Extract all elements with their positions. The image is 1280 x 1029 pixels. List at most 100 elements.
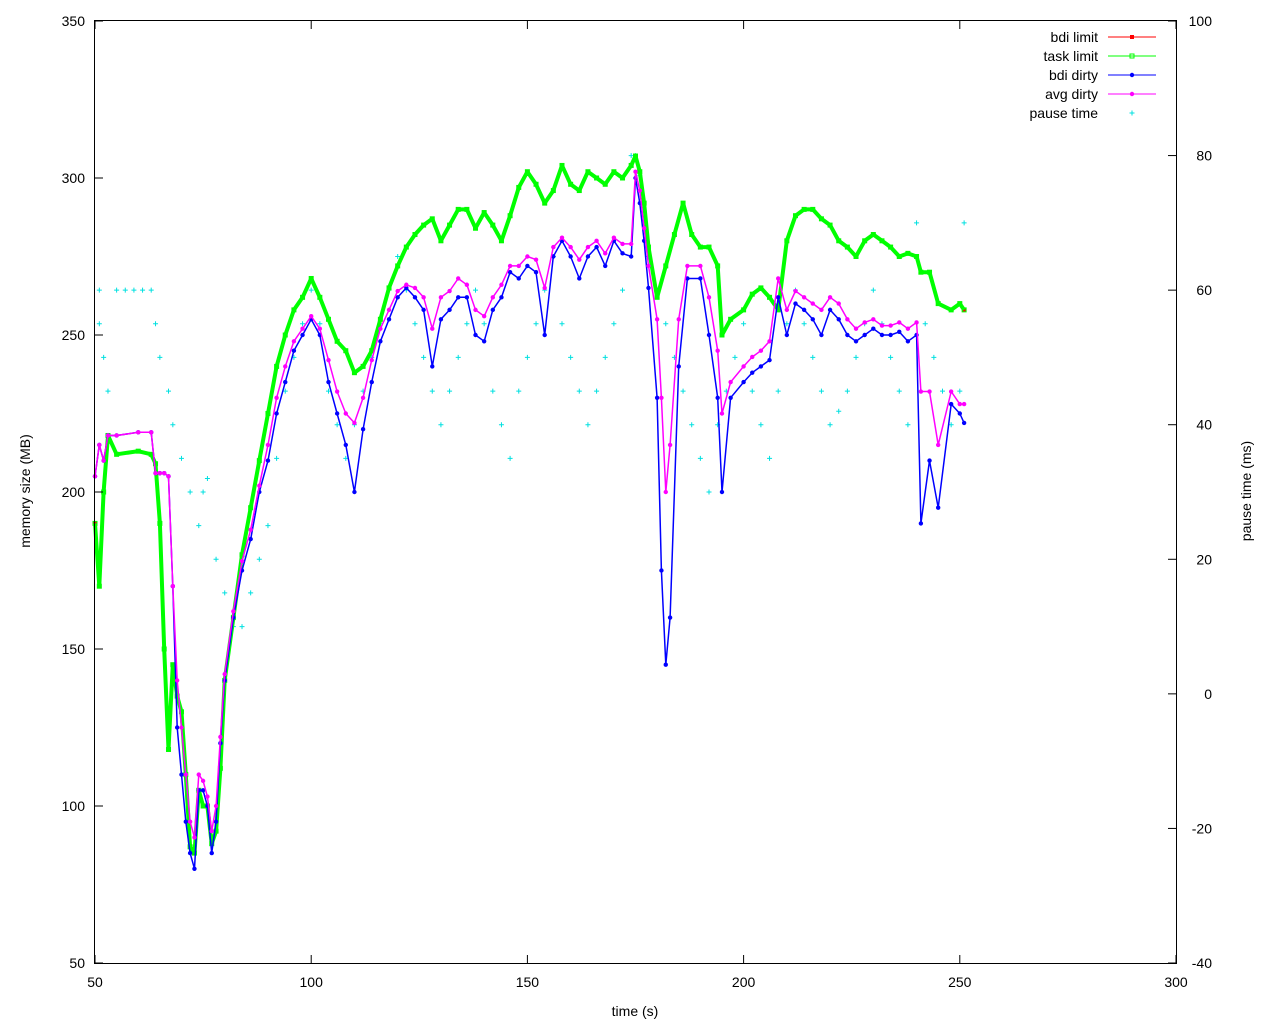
data-point-bdi-dirty xyxy=(438,317,444,322)
data-point-task-limit xyxy=(818,216,824,222)
data-point-pause-time xyxy=(559,321,565,327)
data-point-pause-time xyxy=(585,422,591,428)
data-point-avg-dirty xyxy=(499,282,504,287)
data-point-bdi-dirty xyxy=(404,285,409,291)
data-point-avg-dirty xyxy=(291,339,297,344)
data-point-task-limit xyxy=(628,162,634,168)
data-point-pause-time xyxy=(680,388,686,394)
plot-frame xyxy=(94,20,1177,964)
data-point-avg-dirty xyxy=(594,238,599,243)
data-point-avg-dirty xyxy=(213,803,219,809)
data-point-avg-dirty xyxy=(741,364,746,369)
legend-marker xyxy=(1129,110,1135,116)
data-point-avg-dirty xyxy=(200,778,206,784)
data-point-pause-time xyxy=(343,455,349,461)
data-point-task-limit xyxy=(524,169,530,175)
data-point-avg-dirty xyxy=(136,430,141,435)
data-point-pause-time xyxy=(187,489,193,495)
data-point-task-limit xyxy=(274,363,280,369)
data-point-avg-dirty xyxy=(750,354,755,360)
data-point-pause-time xyxy=(663,321,669,327)
x-tick-label: 200 xyxy=(732,974,756,990)
y-tick-label: 300 xyxy=(62,170,86,186)
data-point-pause-time xyxy=(611,321,617,327)
data-point-bdi-dirty xyxy=(836,317,841,322)
data-point-bdi-dirty xyxy=(927,458,932,463)
data-point-task-limit xyxy=(767,294,773,300)
data-point-task-limit xyxy=(862,238,868,244)
data-point-bdi-dirty xyxy=(948,401,954,407)
data-point-bdi-dirty xyxy=(715,395,720,400)
data-point-task-limit xyxy=(403,244,409,250)
data-point-avg-dirty xyxy=(222,671,227,677)
data-point-avg-dirty xyxy=(758,348,764,353)
data-point-avg-dirty xyxy=(819,307,824,313)
data-point-pause-time xyxy=(438,422,444,428)
data-point-bdi-dirty xyxy=(706,332,712,338)
y-axis-label: memory size (MB) xyxy=(17,434,33,548)
data-point-bdi-dirty xyxy=(542,332,547,338)
data-point-pause-time xyxy=(948,422,954,428)
data-point-avg-dirty xyxy=(871,317,876,322)
legend-label: task limit xyxy=(1044,48,1099,64)
x-axis-label: time (s) xyxy=(612,1003,659,1019)
data-point-avg-dirty xyxy=(685,263,690,269)
data-point-task-limit xyxy=(386,285,392,291)
legend-marker xyxy=(1130,35,1134,39)
data-point-pause-time xyxy=(204,476,210,482)
data-point-avg-dirty xyxy=(438,295,444,300)
data-point-bdi-dirty xyxy=(386,317,392,322)
data-point-bdi-dirty xyxy=(853,339,859,344)
data-point-bdi-dirty xyxy=(905,339,911,344)
data-point-pause-time xyxy=(464,321,470,327)
data-point-bdi-dirty xyxy=(784,332,790,338)
data-point-pause-time xyxy=(524,354,530,360)
data-point-bdi-dirty xyxy=(577,276,582,281)
data-lines-layer xyxy=(92,153,967,871)
legend-label: bdi limit xyxy=(1051,29,1099,45)
data-point-pause-time xyxy=(122,287,128,293)
data-point-task-limit xyxy=(879,238,885,244)
data-point-pause-time xyxy=(732,354,738,360)
data-point-pause-time xyxy=(178,455,184,461)
data-point-task-limit xyxy=(464,206,470,212)
data-point-bdi-dirty xyxy=(490,307,496,313)
data-point-pause-time xyxy=(256,556,262,562)
data-point-avg-dirty xyxy=(897,320,902,325)
data-point-pause-time xyxy=(870,287,876,293)
data-point-avg-dirty xyxy=(209,828,214,834)
data-point-pause-time xyxy=(395,254,401,259)
data-point-bdi-dirty xyxy=(654,395,660,400)
data-point-bdi-dirty xyxy=(209,850,214,856)
data-point-avg-dirty xyxy=(948,389,954,394)
data-point-task-limit xyxy=(741,307,747,313)
data-point-task-limit xyxy=(784,238,790,244)
data-point-avg-dirty xyxy=(97,442,102,448)
data-point-avg-dirty xyxy=(412,285,418,291)
data-point-avg-dirty xyxy=(611,235,617,240)
data-point-pause-time xyxy=(888,354,894,360)
data-point-bdi-dirty xyxy=(369,379,374,385)
data-point-avg-dirty xyxy=(101,458,106,463)
data-point-bdi-dirty xyxy=(728,395,733,400)
y2-tick-label: -40 xyxy=(1192,955,1212,971)
data-point-avg-dirty xyxy=(637,188,643,193)
data-point-avg-dirty xyxy=(430,326,435,331)
data-point-task-limit xyxy=(447,222,453,228)
data-point-task-limit xyxy=(166,746,172,752)
data-point-pause-time xyxy=(140,287,146,293)
data-point-pause-time xyxy=(300,321,306,327)
data-point-avg-dirty xyxy=(218,734,223,740)
data-point-task-limit xyxy=(360,363,366,369)
data-point-task-limit xyxy=(317,294,323,300)
data-point-pause-time xyxy=(706,489,712,495)
data-point-task-limit xyxy=(490,222,496,228)
data-point-avg-dirty xyxy=(784,307,790,313)
data-point-pause-time xyxy=(490,388,496,394)
data-point-pause-time xyxy=(222,590,228,596)
data-point-avg-dirty xyxy=(239,558,245,564)
data-point-task-limit xyxy=(620,175,626,181)
data-point-bdi-dirty xyxy=(827,307,833,313)
data-point-bdi-dirty xyxy=(525,263,530,269)
data-point-avg-dirty xyxy=(715,348,720,353)
